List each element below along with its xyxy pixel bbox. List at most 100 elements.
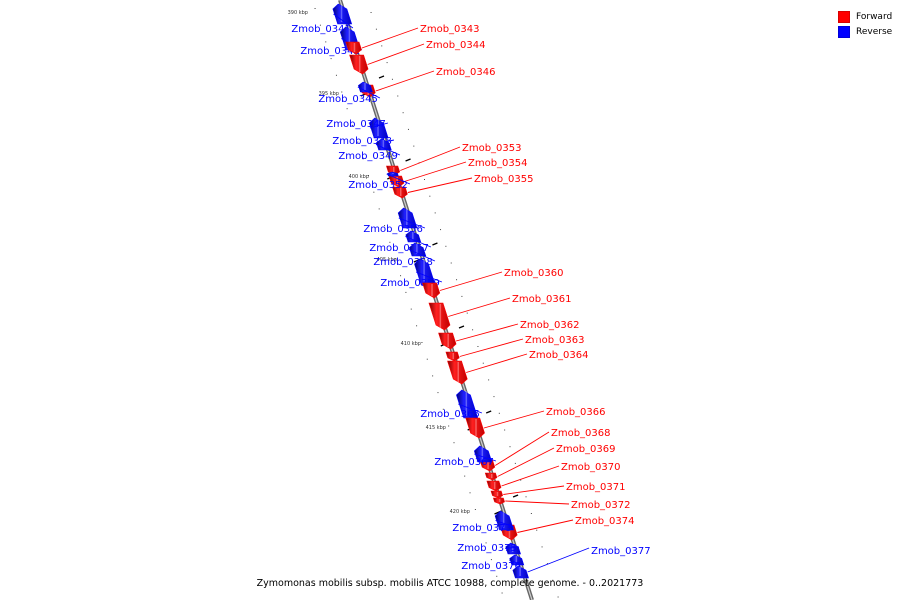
gene-arrow[interactable] [349, 54, 369, 75]
gene-connector [495, 520, 515, 528]
gene-zmob_0370[interactable]: Zmob_0370 [486, 462, 621, 492]
gene-label[interactable]: Zmob_0372 [571, 500, 631, 511]
gene-arrow[interactable] [422, 282, 441, 299]
minor-tick [402, 112, 404, 114]
gene-zmob_0373[interactable]: Zmob_0373 [452, 510, 515, 534]
gene-zmob_0344[interactable]: Zmob_0344 [349, 40, 486, 75]
gene-zmob_0372[interactable]: Zmob_0372 [492, 497, 631, 511]
gene-connector [517, 519, 574, 533]
gene-label[interactable]: Zmob_0341 [291, 24, 351, 35]
gene-arrow-highlight [508, 526, 511, 538]
gene-label[interactable]: Zmob_0344 [426, 40, 486, 51]
gene-zmob_0371[interactable]: Zmob_0371 [490, 482, 626, 499]
gene-connector [361, 27, 419, 49]
gene-label[interactable]: Zmob_0374 [575, 516, 635, 527]
gene-label[interactable]: Zmob_0355 [474, 174, 534, 185]
minor-tick [514, 462, 516, 464]
gene-zmob_0343[interactable]: Zmob_0343 [345, 24, 480, 55]
gene-zmob_0375[interactable]: Zmob_0375 [457, 542, 521, 555]
minor-tick [391, 78, 393, 80]
gene-label[interactable]: Zmob_0353 [462, 143, 522, 154]
gene-zmob_0377[interactable]: Zmob_0377 [512, 546, 651, 579]
gene-label[interactable]: Zmob_0349 [338, 151, 398, 162]
gene-label[interactable]: Zmob_0352 [348, 180, 408, 191]
gene-zmob_0353[interactable]: Zmob_0353 [386, 143, 522, 176]
gene-zmob_0374[interactable]: Zmob_0374 [499, 516, 635, 541]
gene-label[interactable]: Zmob_0347 [326, 119, 386, 130]
gene-zmob_0360[interactable]: Zmob_0360 [422, 268, 564, 299]
gene-arrow[interactable] [465, 417, 485, 439]
gene-label[interactable]: Zmob_0376 [461, 561, 521, 572]
gene-zmob_0352[interactable]: Zmob_0352 [348, 171, 411, 191]
gene-arrow[interactable] [428, 302, 451, 331]
gene-zmob_0354[interactable]: Zmob_0354 [388, 158, 528, 188]
gene-label[interactable]: Zmob_0354 [468, 158, 528, 169]
gene-label[interactable]: Zmob_0360 [504, 268, 564, 279]
gene-label[interactable]: Zmob_0361 [512, 294, 572, 305]
gene-connector [408, 249, 436, 262]
gene-zmob_0355[interactable]: Zmob_0355 [392, 174, 534, 199]
gene-label[interactable]: Zmob_0365 [420, 409, 480, 420]
gene-label[interactable]: Zmob_0373 [452, 523, 512, 534]
gene-connector [456, 323, 519, 342]
gene-label[interactable]: Zmob_0358 [373, 257, 433, 268]
gene-label[interactable]: Zmob_0377 [591, 546, 651, 557]
gene-label[interactable]: Zmob_0366 [546, 407, 606, 418]
minor-tick [405, 291, 407, 293]
gene-label[interactable]: Zmob_0370 [561, 462, 621, 473]
gene-arrow[interactable] [345, 41, 362, 55]
gene-label[interactable]: Zmob_0359 [380, 278, 440, 289]
gene-zmob_0345[interactable]: Zmob_0345 [318, 81, 381, 105]
gene-label[interactable]: Zmob_0346 [436, 67, 496, 78]
gene-connector [375, 144, 401, 156]
gene-connector [474, 453, 497, 462]
gene-label[interactable]: Zmob_0348 [332, 136, 392, 147]
gene-label[interactable]: Zmob_0369 [556, 444, 616, 455]
gene-arrow-highlight [496, 492, 499, 496]
gene-label[interactable]: Zmob_0345 [318, 94, 378, 105]
gene-label[interactable]: Zmob_0363 [525, 335, 585, 346]
minor-tick [504, 429, 506, 431]
gene-zmob_0341[interactable]: Zmob_0341 [291, 3, 354, 35]
gene-label[interactable]: Zmob_0367 [434, 457, 494, 468]
gene-label[interactable]: Zmob_0375 [457, 543, 517, 554]
minor-tick [552, 579, 554, 581]
minor-tick [458, 458, 460, 460]
gene-label[interactable]: Zmob_0362 [520, 320, 580, 331]
gene-zmob_0346[interactable]: Zmob_0346 [359, 67, 496, 98]
gene-label[interactable]: Zmob_0342 [300, 46, 360, 57]
gene-zmob_0357[interactable]: Zmob_0357 [369, 230, 432, 254]
gene-zmob_0367[interactable]: Zmob_0367 [434, 445, 497, 468]
gene-arrow[interactable] [438, 332, 457, 350]
minor-tick [426, 358, 428, 360]
gene-arrow[interactable] [447, 360, 468, 385]
gene-zmob_0369[interactable]: Zmob_0369 [484, 444, 616, 481]
gene-zmob_0368[interactable]: Zmob_0368 [479, 428, 611, 472]
gene-zmob_0364[interactable]: Zmob_0364 [447, 350, 589, 385]
gene-connector [495, 431, 550, 466]
gene-zmob_0366[interactable]: Zmob_0366 [465, 407, 606, 439]
gene-label[interactable]: Zmob_0356 [363, 224, 423, 235]
gene-zmob_0365[interactable]: Zmob_0365 [420, 389, 483, 420]
gene-label[interactable]: Zmob_0371 [566, 482, 626, 493]
gene-arrow-highlight [490, 474, 493, 478]
gene-zmob_0349[interactable]: Zmob_0349 [338, 138, 401, 162]
gene-zmob_0347[interactable]: Zmob_0347 [326, 117, 389, 139]
gene-zmob_0362[interactable]: Zmob_0362 [438, 320, 580, 350]
minor-tick [450, 262, 452, 264]
legend-reverse: Reverse [838, 24, 892, 39]
gene-zmob_0361[interactable]: Zmob_0361 [428, 294, 572, 331]
gene-label[interactable]: Zmob_0343 [420, 24, 480, 35]
minor-tick [437, 392, 439, 394]
gene-zmob_0356[interactable]: Zmob_0356 [363, 207, 426, 235]
minor-tick [442, 408, 444, 410]
gene-zmob_0363[interactable]: Zmob_0363 [445, 335, 585, 362]
gene-label[interactable]: Zmob_0357 [369, 243, 429, 254]
gene-zmob_0358[interactable]: Zmob_0358 [373, 242, 436, 268]
gene-label[interactable]: Zmob_0368 [551, 428, 611, 439]
legend-forward-label: Forward [856, 11, 893, 22]
minor-tick [410, 308, 412, 310]
gene-arrow-highlight [412, 232, 414, 240]
gene-label[interactable]: Zmob_0364 [529, 350, 589, 361]
gene-zmob_0376[interactable]: Zmob_0376 [461, 554, 525, 572]
